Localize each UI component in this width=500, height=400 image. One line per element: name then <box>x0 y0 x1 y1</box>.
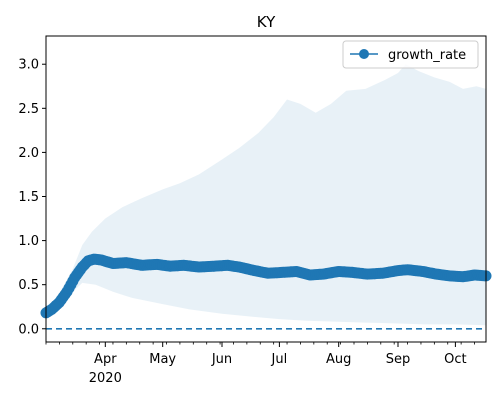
x-tick-label: Oct <box>444 352 466 367</box>
y-tick-label: 0.0 <box>18 322 39 337</box>
plot-area <box>40 64 492 330</box>
y-tick-label: 0.5 <box>18 278 39 293</box>
x-tick-label: May <box>149 352 176 367</box>
x-tick-label: Jun <box>211 352 232 367</box>
y-axis: 0.0 0.5 1.0 1.5 2.0 2.5 3.0 <box>18 58 46 337</box>
y-tick-label: 1.0 <box>18 234 39 249</box>
y-tick-label: 2.5 <box>18 102 39 117</box>
x-tick-year-label: 2020 <box>89 371 122 386</box>
y-tick-label: 2.0 <box>18 146 39 161</box>
y-tick-label: 1.5 <box>18 190 39 205</box>
uncertainty-band <box>46 64 486 326</box>
y-tick-label: 3.0 <box>18 58 39 73</box>
legend: growth_rate <box>342 40 479 69</box>
x-tick-label: Aug <box>326 352 351 367</box>
legend-marker-swatch <box>359 49 369 59</box>
chart-title: KY <box>257 13 276 31</box>
x-tick-label: Apr <box>94 352 117 367</box>
series-growth-rate <box>40 253 492 319</box>
x-tick-label: Sep <box>386 352 411 367</box>
legend-box <box>342 40 479 69</box>
x-axis: Apr 2020 May Jun Jul Aug Sep Oct <box>45 342 475 386</box>
x-tick-label: Jul <box>271 352 288 367</box>
legend-label-growth-rate: growth_rate <box>388 48 466 63</box>
axes-frame <box>45 35 487 343</box>
